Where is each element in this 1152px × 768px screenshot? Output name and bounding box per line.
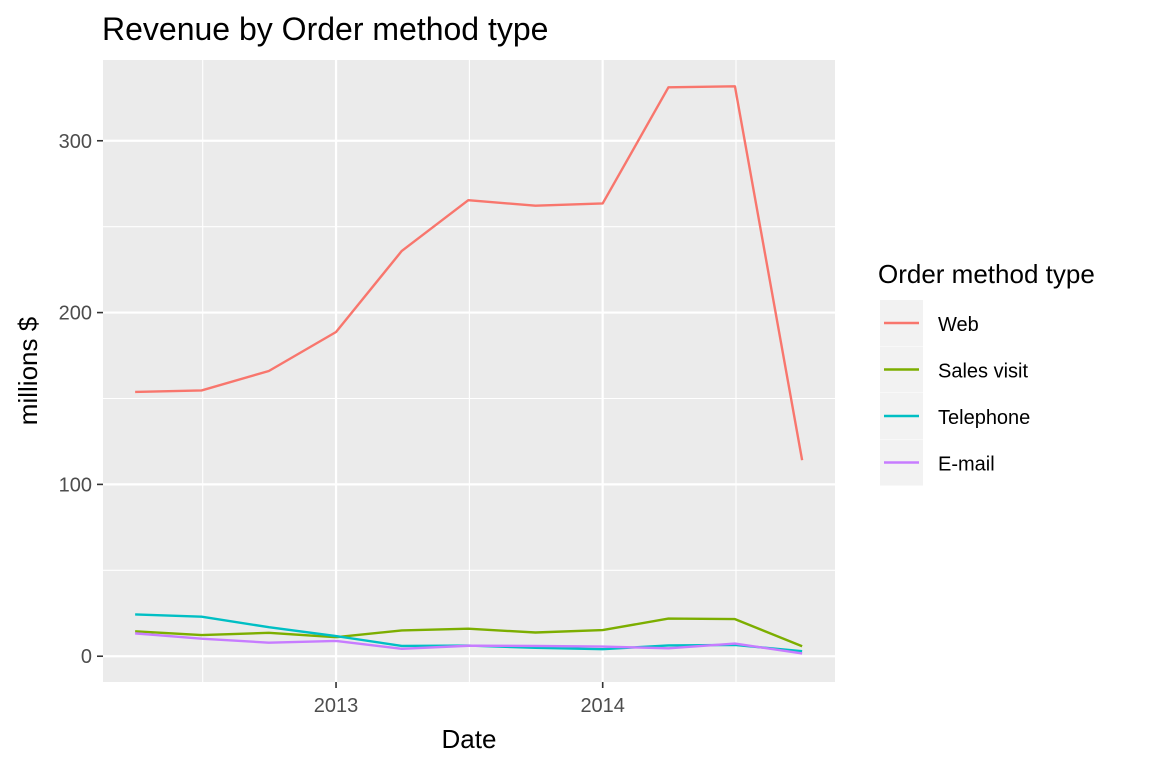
legend-label-telephone: Telephone [938,407,1030,429]
x-tick-label: 2013 [314,695,359,717]
legend-label-web: Web [938,314,979,336]
series-line-sales-visit [135,617,803,648]
major-gridlines [103,60,835,682]
series-line-web [135,85,804,461]
chart-title: Revenue by Order method type [102,11,548,47]
legend-label-e-mail: E-mail [938,454,995,476]
x-axis-title: Date [442,724,497,754]
y-axis: 0 100 200 300 [59,131,103,668]
x-axis: 2013 2014 [314,682,625,717]
legend-title: Order method type [878,259,1095,289]
series-lines [135,85,804,655]
y-tick-label: 200 [59,303,92,325]
minor-gridlines [103,60,835,682]
y-tick-label: 100 [59,474,92,496]
legend: Order method type Web Sales visit Telephon… [878,259,1095,486]
y-axis-title: millions $ [13,316,43,425]
legend-items: Web Sales visit Telephone E-mail [880,300,1030,486]
x-tick-label: 2014 [580,695,625,717]
series-line-e-mail [135,632,803,655]
legend-label-sales-visit: Sales visit [938,361,1028,383]
y-tick-label: 300 [59,131,92,153]
y-tick-label: 0 [81,646,92,668]
